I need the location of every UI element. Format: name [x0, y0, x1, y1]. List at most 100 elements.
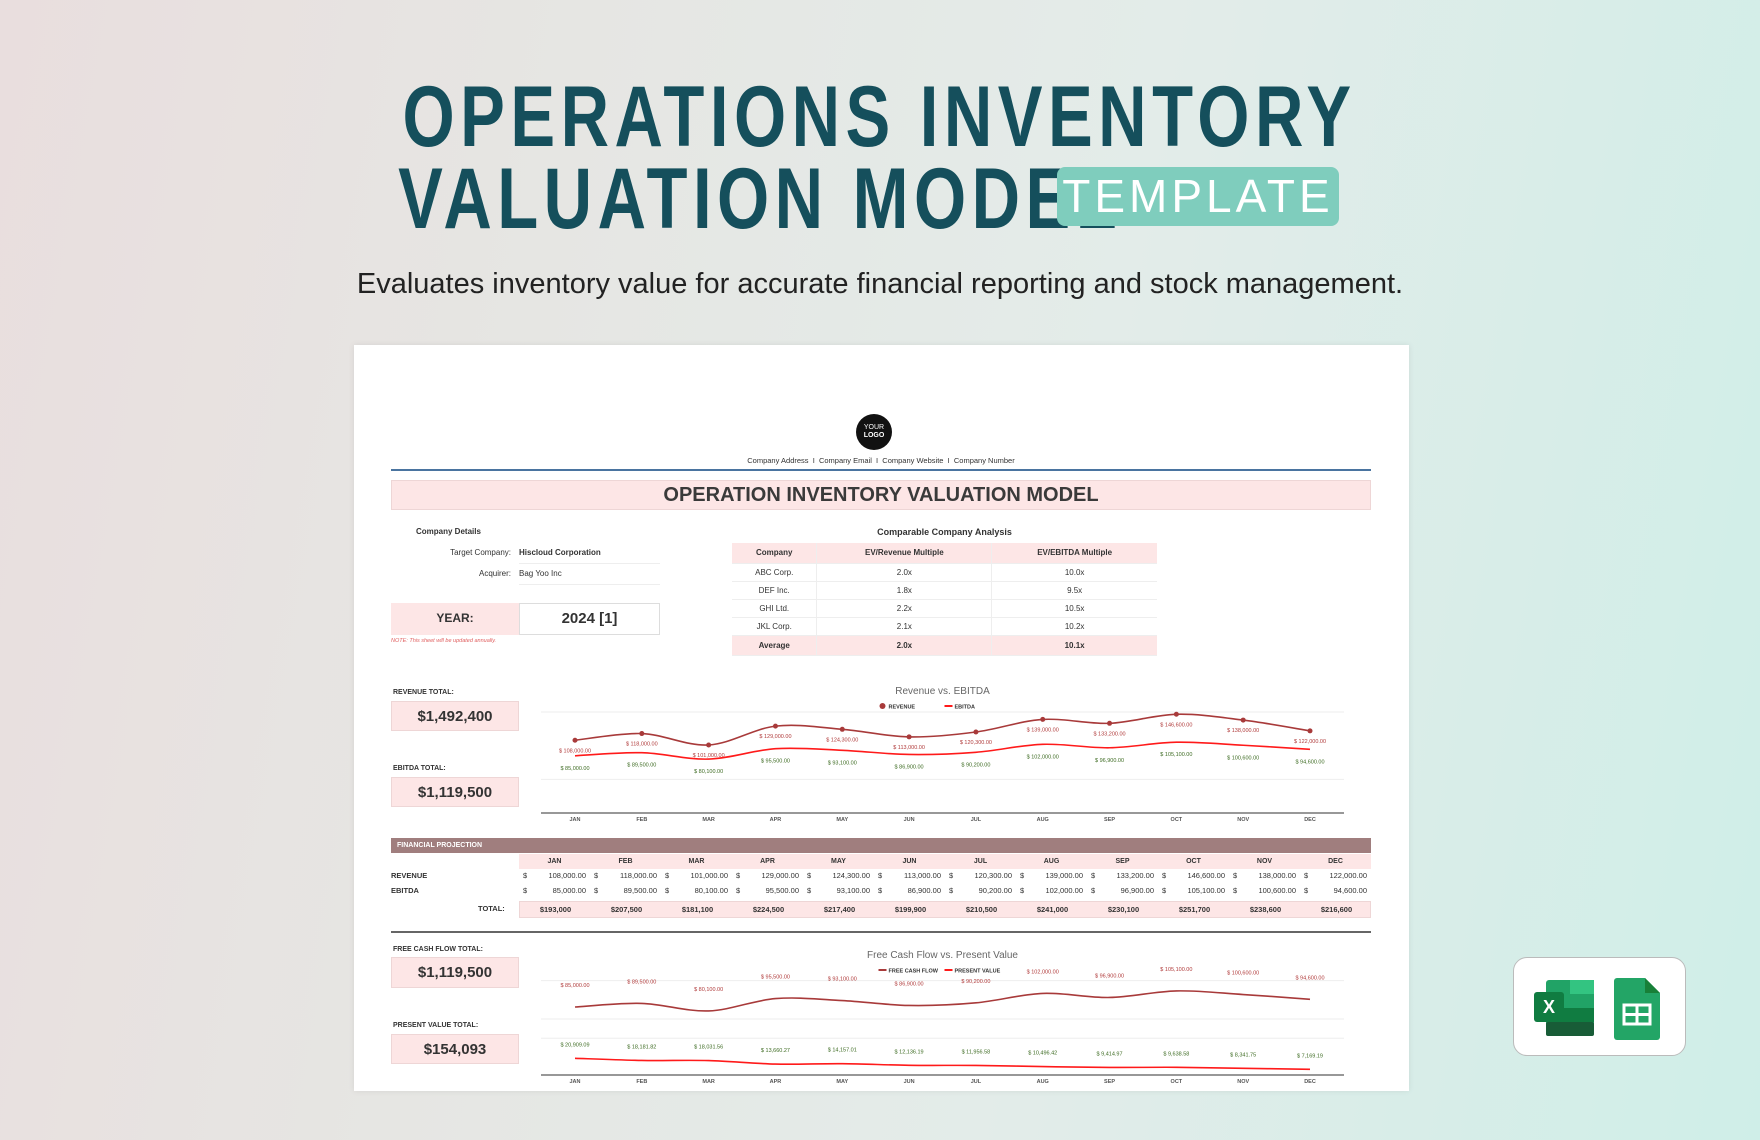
- revenue-row: $108,000.00 $118,000.00 $101,000.00 $129,00…: [519, 871, 1371, 880]
- acquirer-value[interactable]: Bag Yoo Inc: [519, 569, 660, 585]
- value-cell[interactable]: $95,500.00: [732, 886, 803, 895]
- cell-value: 90,200.00: [978, 886, 1012, 895]
- cell-value: 129,000.00: [761, 871, 799, 880]
- total-cell: $193,000: [539, 905, 572, 914]
- x-tick-label: JUN: [904, 817, 915, 823]
- x-tick-label: MAY: [836, 1079, 848, 1085]
- svg-text:X: X: [1543, 997, 1555, 1017]
- total-cell: $199,900: [894, 905, 927, 914]
- fcf-pv-chart: Free Cash Flow vs. Present Value FREE CAS…: [541, 950, 1344, 1085]
- total-cell: $241,000: [1036, 905, 1069, 914]
- data-point: [706, 742, 712, 748]
- year-value[interactable]: 2024 [1]: [519, 603, 660, 635]
- currency-symbol: $: [665, 886, 670, 895]
- legend-marker: [879, 703, 886, 709]
- cell-value: 146,600.00: [1187, 871, 1225, 880]
- value-cell[interactable]: $100,600.00: [1229, 886, 1300, 895]
- cell-value: 95,500.00: [765, 886, 799, 895]
- currency-symbol: $: [949, 871, 954, 880]
- currency-symbol: $: [949, 886, 954, 895]
- cell: GHI Ltd.: [732, 599, 817, 618]
- total-row-label: TOTAL:: [478, 904, 505, 913]
- value-cell[interactable]: $108,000.00: [519, 871, 590, 880]
- pv-total-value: $154,093: [391, 1034, 519, 1064]
- x-tick-label: MAY: [836, 817, 848, 823]
- value-cell[interactable]: $138,000.00: [1229, 871, 1300, 880]
- currency-symbol: $: [523, 886, 528, 895]
- value-cell[interactable]: $120,300.00: [945, 871, 1016, 880]
- column-header: Company: [732, 543, 817, 564]
- data-label: $ 105,100.00: [1160, 967, 1192, 973]
- cell-value: 118,000.00: [620, 871, 657, 880]
- excel-icon[interactable]: X: [1534, 980, 1594, 1036]
- data-label: $ 9,414.97: [1097, 1051, 1123, 1057]
- data-label: $ 95,500.00: [761, 975, 790, 981]
- cell: 2.1x: [816, 617, 992, 636]
- x-tick-label: OCT: [1171, 817, 1183, 823]
- month-header: OCT: [1186, 858, 1201, 865]
- x-tick-label: NOV: [1237, 1079, 1249, 1085]
- cell-value: 133,200.00: [1116, 871, 1154, 880]
- cell-value: 94,600.00: [1333, 886, 1367, 895]
- value-cell[interactable]: $89,500.00: [590, 886, 661, 895]
- month-header: JUN: [902, 858, 917, 865]
- data-label: $ 96,900.00: [1095, 973, 1124, 979]
- value-cell[interactable]: $80,100.00: [661, 886, 732, 895]
- x-tick-label: JUL: [971, 1079, 982, 1085]
- company-details-heading: Company Details: [416, 527, 481, 536]
- cell: 2.0x: [816, 635, 992, 656]
- app-icons-card: X: [1513, 957, 1686, 1056]
- ebitda-total-label: EBITDA TOTAL:: [393, 765, 446, 772]
- x-tick-label: SEP: [1104, 1079, 1115, 1085]
- page-title-line1: OPERATIONS INVENTORY: [402, 69, 1358, 165]
- value-cell[interactable]: $96,900.00: [1087, 886, 1158, 895]
- value-cell[interactable]: $85,000.00: [519, 886, 590, 895]
- cell-value: 89,500.00: [623, 886, 657, 895]
- cell-value: 101,000.00: [690, 871, 728, 880]
- page-subtitle: Evaluates inventory value for accurate f…: [356, 268, 1404, 300]
- value-cell[interactable]: $113,000.00: [874, 871, 945, 880]
- x-tick-label: DEC: [1304, 817, 1316, 823]
- value-cell[interactable]: $129,000.00: [732, 871, 803, 880]
- value-cell[interactable]: $101,000.00: [661, 871, 732, 880]
- cell-value: 124,300.00: [832, 871, 870, 880]
- data-label: $ 129,000.00: [759, 734, 791, 740]
- value-cell[interactable]: $86,900.00: [874, 886, 945, 895]
- data-label: $ 86,900.00: [895, 764, 924, 770]
- value-cell[interactable]: $146,600.00: [1158, 871, 1229, 880]
- legend-label: PRESENT VALUE: [955, 969, 1001, 975]
- target-company-value[interactable]: Hiscloud Corporation: [519, 548, 660, 564]
- google-sheets-icon[interactable]: [1614, 978, 1660, 1040]
- value-cell[interactable]: $122,000.00: [1300, 871, 1371, 880]
- column-header: EV/EBITDA Multiple: [991, 543, 1157, 564]
- value-cell[interactable]: $133,200.00: [1087, 871, 1158, 880]
- x-tick-label: DEC: [1304, 1079, 1316, 1085]
- data-label: $ 9,638.58: [1163, 1051, 1189, 1057]
- month-header: SEP: [1115, 858, 1130, 865]
- column-header: EV/Revenue Multiple: [816, 543, 992, 564]
- value-cell[interactable]: $124,300.00: [803, 871, 874, 880]
- cell-value: 120,300.00: [974, 871, 1012, 880]
- data-label: $ 90,200.00: [961, 979, 990, 985]
- legend-label: FREE CASH FLOW: [889, 969, 939, 975]
- data-point: [1240, 717, 1246, 723]
- legend-marker: [944, 705, 953, 707]
- data-point: [839, 726, 845, 732]
- value-cell[interactable]: $105,100.00: [1158, 886, 1229, 895]
- data-point: [639, 731, 645, 737]
- currency-symbol: $: [807, 871, 812, 880]
- x-tick-label: SEP: [1104, 817, 1115, 823]
- month-header: JUL: [973, 858, 988, 865]
- x-tick-label: APR: [770, 817, 782, 823]
- legend-label: EBITDA: [955, 705, 976, 711]
- value-cell[interactable]: $102,000.00: [1016, 886, 1087, 895]
- value-cell[interactable]: $118,000.00: [590, 871, 661, 880]
- x-tick-label: FEB: [636, 1079, 647, 1085]
- value-cell[interactable]: $90,200.00: [945, 886, 1016, 895]
- series-line-revenue: [574, 713, 1311, 746]
- value-cell[interactable]: $139,000.00: [1016, 871, 1087, 880]
- value-cell[interactable]: $94,600.00: [1300, 886, 1371, 895]
- cell: 2.2x: [816, 599, 992, 618]
- value-cell[interactable]: $93,100.00: [803, 886, 874, 895]
- cell: 2.0x: [816, 563, 992, 582]
